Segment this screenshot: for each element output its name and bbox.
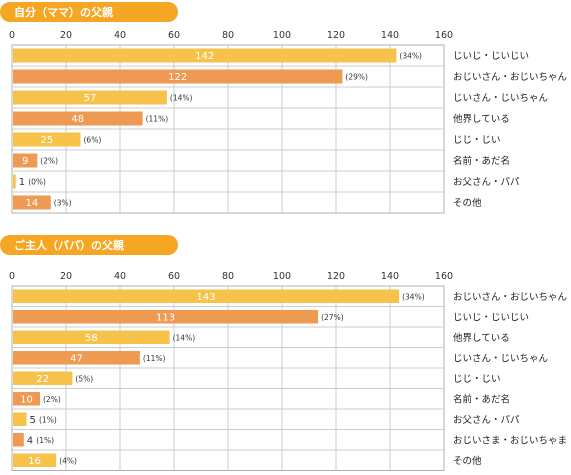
bar-percent-label: (11%) — [146, 115, 169, 124]
bar-value-label: 142 — [195, 51, 214, 62]
bar-value-label: 9 — [22, 156, 28, 167]
bar-value-label: 4 — [27, 435, 33, 446]
bar-value-label: 5 — [30, 415, 36, 426]
bar — [13, 132, 81, 147]
bar — [13, 174, 16, 189]
bar — [13, 153, 38, 168]
bar-percent-label: (0%) — [28, 178, 46, 187]
bar-percent-label: (6%) — [84, 136, 102, 145]
bar-value-label: 58 — [85, 333, 98, 344]
bar-value-label: 14 — [26, 198, 39, 209]
x-tick-label: 80 — [222, 30, 234, 41]
bar-value-label: 113 — [156, 312, 175, 323]
category-label: 他界している — [453, 332, 510, 344]
bar — [13, 330, 170, 344]
category-label: おじいさん・おじいちゃん — [453, 72, 567, 83]
bar — [13, 69, 343, 84]
bar-value-label: 10 — [20, 394, 33, 405]
chart-title-1: 自分（ママ）の父親 — [0, 2, 178, 22]
x-tick-label: 100 — [273, 271, 291, 282]
bar-value-label: 22 — [36, 374, 49, 385]
bar-percent-label: (2%) — [40, 157, 58, 166]
category-label: じいさん・じいちゃん — [453, 93, 548, 104]
bar-percent-label: (5%) — [75, 374, 93, 383]
category-label: じいさん・じいちゃん — [453, 353, 548, 364]
x-tick-label: 160 — [435, 271, 453, 282]
x-tick-label: 40 — [114, 271, 126, 282]
category-label: 名前・あだ名 — [453, 393, 510, 405]
bar — [13, 195, 51, 210]
category-label: 他界している — [453, 113, 510, 125]
category-label: おじいさま・おじいちゃま — [453, 435, 567, 446]
x-tick-label: 0 — [9, 271, 15, 282]
bar — [13, 310, 319, 324]
bar-percent-label: (14%) — [170, 94, 193, 103]
x-tick-label: 60 — [168, 30, 180, 41]
category-label: おじいさん・おじいちゃん — [453, 292, 567, 303]
bar-chart-2: 0 20 40 60 80 100 120 140 160 143 (34%) おじいさん・おじいちゃ… — [9, 271, 567, 471]
category-label: お父さん・パパ — [453, 415, 520, 426]
bar-percent-label: (3%) — [54, 199, 72, 208]
bar-percent-label: (2%) — [43, 395, 61, 404]
x-tick-label: 60 — [168, 271, 180, 282]
bar-percent-label: (29%) — [345, 73, 368, 82]
chart-panel-2: ご主人（パパ）の父親 0 20 40 60 80 100 120 140 160 143 (34%)… — [0, 233, 571, 475]
x-tick-label: 160 — [435, 30, 453, 41]
bar — [13, 392, 40, 406]
bar-value-label: 25 — [40, 135, 53, 146]
bar-chart-1: 0 20 40 60 80 100 120 140 160 142 (34%) じいじ・じいじい 122… — [9, 30, 567, 214]
x-tick-label: 40 — [114, 30, 126, 41]
bar — [13, 433, 24, 447]
x-tick-label: 20 — [60, 271, 72, 282]
bar-percent-label: (1%) — [39, 415, 57, 424]
bar-percent-label: (27%) — [321, 313, 344, 322]
bar-percent-label: (14%) — [173, 333, 196, 342]
bar-value-label: 143 — [197, 292, 216, 303]
bar-value-label: 122 — [168, 72, 187, 83]
category-label: お父さん・パパ — [453, 177, 520, 188]
plot-frame — [11, 285, 445, 471]
category-label: 名前・あだ名 — [453, 155, 510, 167]
category-label: じいじ・じいじい — [453, 312, 529, 323]
bar — [13, 111, 143, 126]
bar — [13, 48, 397, 63]
category-label: じじ・じい — [453, 135, 501, 146]
bar — [13, 371, 73, 385]
bar-value-label: 48 — [71, 114, 84, 125]
x-tick-label: 100 — [273, 30, 291, 41]
category-label: じじ・じい — [453, 374, 501, 385]
bar — [13, 289, 400, 303]
x-tick-label: 20 — [60, 30, 72, 41]
chart-panel-1: 自分（ママ）の父親 0 20 40 60 80 100 120 140 160 142 (34%) じ… — [0, 0, 571, 228]
bar-value-label: 16 — [28, 456, 41, 467]
bar-value-label: 47 — [70, 353, 83, 364]
bar — [13, 453, 57, 467]
bar — [13, 412, 27, 426]
bar-percent-label: (34%) — [399, 52, 422, 61]
chart-title-2: ご主人（パパ）の父親 — [0, 235, 178, 255]
bar-percent-label: (1%) — [36, 436, 54, 445]
bar — [13, 351, 140, 365]
x-tick-label: 80 — [222, 271, 234, 282]
x-tick-label: 0 — [9, 30, 15, 41]
category-label: その他 — [453, 197, 482, 209]
x-tick-label: 140 — [381, 271, 399, 282]
category-label: じいじ・じいじい — [453, 51, 529, 62]
bar — [13, 90, 167, 105]
bar-percent-label: (34%) — [402, 292, 425, 301]
bar-value-label: 57 — [84, 93, 97, 104]
x-tick-label: 140 — [381, 30, 399, 41]
bar-percent-label: (4%) — [59, 456, 77, 465]
bar-percent-label: (11%) — [143, 354, 166, 363]
category-label: その他 — [453, 455, 482, 467]
x-tick-label: 120 — [327, 271, 345, 282]
bar-value-label: 1 — [19, 177, 25, 188]
x-tick-label: 120 — [327, 30, 345, 41]
